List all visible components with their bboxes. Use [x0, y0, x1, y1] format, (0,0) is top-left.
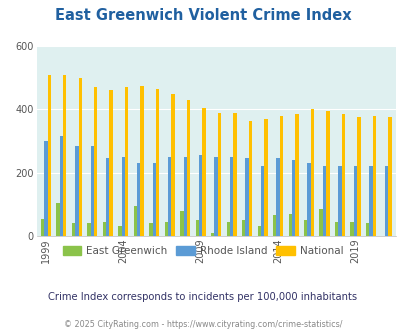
Bar	[90, 146, 94, 236]
Bar	[310, 110, 313, 236]
Bar	[180, 211, 183, 236]
Bar	[211, 233, 214, 236]
Bar	[365, 223, 369, 236]
Bar	[156, 89, 159, 236]
Bar	[72, 223, 75, 236]
Bar	[341, 114, 344, 236]
Bar	[44, 141, 47, 236]
Bar	[133, 206, 137, 236]
Bar	[353, 166, 356, 236]
Bar	[272, 215, 276, 236]
Bar	[137, 163, 140, 236]
Bar	[334, 222, 337, 236]
Bar	[56, 203, 60, 236]
Bar	[307, 163, 310, 236]
Bar	[356, 117, 360, 236]
Bar	[276, 158, 279, 236]
Bar	[78, 78, 82, 236]
Bar	[109, 90, 113, 236]
Bar	[198, 155, 202, 236]
Bar	[387, 117, 391, 236]
Legend: East Greenwich, Rhode Island, National: East Greenwich, Rhode Island, National	[58, 242, 347, 260]
Bar	[47, 75, 51, 236]
Bar	[63, 75, 66, 236]
Bar	[322, 166, 326, 236]
Bar	[125, 87, 128, 236]
Bar	[118, 226, 121, 236]
Bar	[195, 220, 198, 236]
Bar	[183, 157, 186, 236]
Bar	[102, 222, 106, 236]
Bar	[288, 214, 291, 236]
Bar	[171, 94, 175, 236]
Bar	[229, 157, 233, 236]
Bar	[149, 223, 152, 236]
Bar	[264, 119, 267, 236]
Bar	[337, 166, 341, 236]
Text: East Greenwich Violent Crime Index: East Greenwich Violent Crime Index	[55, 8, 350, 23]
Bar	[384, 166, 387, 236]
Bar	[241, 220, 245, 236]
Bar	[319, 209, 322, 236]
Bar	[372, 116, 375, 236]
Bar	[214, 157, 217, 236]
Bar	[164, 222, 168, 236]
Bar	[140, 86, 143, 236]
Bar	[217, 113, 221, 236]
Bar	[121, 157, 125, 236]
Bar	[233, 113, 236, 236]
Bar	[60, 136, 63, 236]
Bar	[75, 146, 78, 236]
Bar	[303, 220, 307, 236]
Bar	[168, 157, 171, 236]
Bar	[87, 223, 90, 236]
Bar	[226, 222, 229, 236]
Bar	[245, 158, 248, 236]
Text: © 2025 CityRating.com - https://www.cityrating.com/crime-statistics/: © 2025 CityRating.com - https://www.city…	[64, 320, 341, 329]
Bar	[279, 116, 283, 236]
Bar	[94, 87, 97, 236]
Bar	[40, 218, 44, 236]
Bar	[291, 160, 294, 236]
Bar	[260, 166, 264, 236]
Bar	[350, 222, 353, 236]
Bar	[257, 226, 260, 236]
Bar	[186, 100, 190, 236]
Bar	[326, 111, 329, 236]
Bar	[248, 120, 252, 236]
Bar	[369, 166, 372, 236]
Bar	[202, 108, 205, 236]
Bar	[294, 114, 298, 236]
Bar	[152, 163, 156, 236]
Text: Crime Index corresponds to incidents per 100,000 inhabitants: Crime Index corresponds to incidents per…	[48, 292, 357, 302]
Bar	[106, 158, 109, 236]
